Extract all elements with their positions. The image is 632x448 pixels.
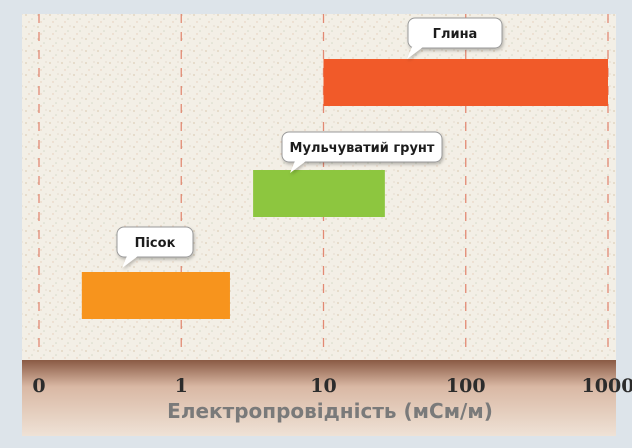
callout-2: Глина bbox=[407, 17, 503, 59]
bars bbox=[81, 59, 608, 319]
x-axis-band bbox=[22, 360, 616, 436]
callout-tail-1 bbox=[290, 161, 306, 173]
callout-box-2 bbox=[407, 17, 503, 49]
callout-1: Мульчуватий грунт bbox=[281, 131, 443, 173]
x-tick-label-4: 1000 bbox=[582, 375, 632, 397]
callout-box-0 bbox=[116, 226, 194, 258]
x-axis-label: Електропровідність (мСм/м) bbox=[167, 399, 493, 423]
bar-label-0: Пісок bbox=[135, 236, 176, 251]
x-tick-labels: 0 1 10 100 1000 bbox=[32, 375, 632, 397]
bar-labels: Пісок Мульчуватий грунт Глина bbox=[116, 17, 503, 268]
bar-2 bbox=[323, 59, 608, 106]
x-tick-label-0: 0 bbox=[32, 375, 45, 397]
x-tick-label-3: 100 bbox=[446, 375, 486, 397]
bar-label-1: Мульчуватий грунт bbox=[290, 141, 435, 156]
bar-0 bbox=[81, 272, 230, 319]
bar-label-2: Глина bbox=[433, 27, 478, 42]
x-tick-label-1: 1 bbox=[175, 375, 188, 397]
callout-tail-0 bbox=[122, 256, 138, 268]
callout-tail-2 bbox=[407, 47, 423, 59]
callout-0: Пісок bbox=[116, 226, 194, 268]
callout-box-1 bbox=[281, 131, 443, 163]
bar-1 bbox=[253, 170, 385, 217]
x-tick-label-2: 10 bbox=[310, 375, 336, 397]
